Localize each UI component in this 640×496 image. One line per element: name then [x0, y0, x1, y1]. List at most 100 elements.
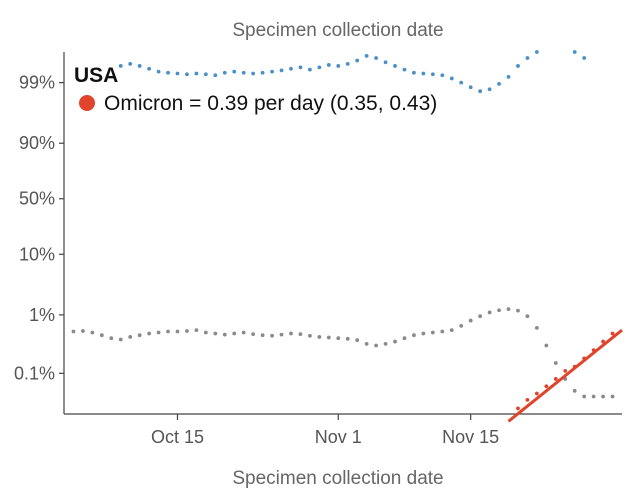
- data-point: [99, 333, 104, 338]
- data-point: [345, 62, 350, 66]
- data-point: [289, 331, 293, 336]
- data-point: [156, 330, 161, 335]
- data-point: [516, 308, 520, 313]
- data-point: [355, 58, 360, 63]
- data-point: [298, 65, 303, 70]
- data-point: [213, 73, 218, 78]
- data-point: [468, 85, 473, 90]
- data-point: [289, 66, 293, 71]
- data-point: [582, 394, 587, 399]
- data-point: [459, 323, 464, 328]
- legend-omicron-rate: Omicron = 0.39 per day (0.35, 0.43): [104, 92, 437, 115]
- data-point: [203, 330, 208, 335]
- data-point: [468, 318, 473, 323]
- data-point: [109, 336, 114, 341]
- data-point: [147, 331, 152, 336]
- data-point: [534, 50, 539, 54]
- data-point: [317, 65, 322, 70]
- data-point: [128, 62, 133, 66]
- data-point: [449, 76, 454, 81]
- data-point: [213, 331, 218, 336]
- data-point: [516, 64, 520, 68]
- data-point: [222, 332, 227, 337]
- data-point: [166, 70, 170, 75]
- data-point: [374, 343, 378, 348]
- data-point: [185, 329, 189, 333]
- x-axis-ticks: Oct 15 Nov 1 Nov 15: [151, 414, 499, 447]
- data-point: [402, 67, 407, 72]
- chart-title: Specimen collection date: [232, 20, 443, 41]
- data-point: [525, 56, 530, 60]
- data-point: [412, 333, 416, 338]
- data-point: [355, 338, 360, 343]
- data-point: [137, 64, 142, 68]
- data-point: [601, 394, 605, 399]
- data-point: [393, 339, 397, 344]
- data-point: [194, 328, 199, 332]
- data-point: [430, 72, 435, 77]
- data-point: [232, 69, 237, 74]
- x-axis-label: Specimen collection date: [232, 468, 443, 489]
- fit-line-layer: [507, 328, 623, 423]
- data-point: [232, 331, 237, 336]
- data-point: [421, 71, 426, 76]
- data-point: [336, 336, 341, 341]
- y-tick-label: 1%: [29, 305, 55, 325]
- y-tick-label: 10%: [19, 244, 55, 264]
- data-point: [430, 330, 435, 335]
- data-point: [260, 70, 265, 75]
- data-point: [279, 332, 284, 337]
- data-point: [497, 81, 501, 86]
- data-point: [118, 337, 123, 342]
- data-point: [440, 329, 445, 334]
- data-point: [402, 336, 407, 341]
- data-point: [516, 406, 520, 411]
- data-point: [203, 72, 208, 77]
- data-point: [553, 361, 558, 365]
- data-point: [478, 89, 483, 94]
- data-point: [279, 68, 284, 73]
- data-point: [241, 70, 246, 75]
- data-point: [317, 335, 322, 339]
- series-0-points: [118, 50, 587, 94]
- data-point: [326, 63, 331, 67]
- data-point: [525, 397, 530, 402]
- data-point: [175, 71, 180, 76]
- data-point: [478, 314, 483, 319]
- data-point: [591, 394, 596, 399]
- legend: USA Omicron = 0.39 per day (0.35, 0.43): [74, 64, 437, 115]
- data-point: [260, 333, 265, 338]
- data-point: [412, 70, 416, 75]
- data-point: [364, 341, 369, 346]
- data-point: [128, 335, 133, 339]
- x-tick-label: Nov 1: [315, 427, 362, 447]
- data-point: [544, 343, 549, 348]
- data-point: [270, 69, 274, 74]
- data-point: [222, 70, 227, 75]
- y-axis-ticks: 0.1% 1% 10% 50% 90% 99%: [14, 73, 64, 383]
- data-point: [610, 331, 615, 336]
- data-point: [364, 54, 369, 58]
- data-point: [563, 368, 568, 373]
- data-point: [572, 50, 577, 54]
- data-point: [572, 388, 577, 393]
- data-point: [81, 329, 85, 333]
- data-point: [90, 330, 95, 335]
- omicron-fit-line: [507, 328, 623, 423]
- data-point: [506, 75, 511, 79]
- y-tick-label: 99%: [19, 73, 55, 93]
- data-point: [449, 328, 454, 332]
- data-point: [582, 56, 587, 60]
- data-point: [601, 339, 605, 344]
- data-point: [421, 331, 426, 336]
- data-point: [137, 333, 142, 338]
- data-point: [166, 329, 170, 334]
- data-point: [71, 329, 76, 334]
- y-tick-label: 0.1%: [14, 363, 55, 383]
- data-point: [241, 330, 246, 335]
- series-2-points: [516, 331, 615, 411]
- data-point: [326, 335, 331, 340]
- y-tick-label: 90%: [19, 133, 55, 153]
- y-tick-label: 50%: [19, 189, 55, 209]
